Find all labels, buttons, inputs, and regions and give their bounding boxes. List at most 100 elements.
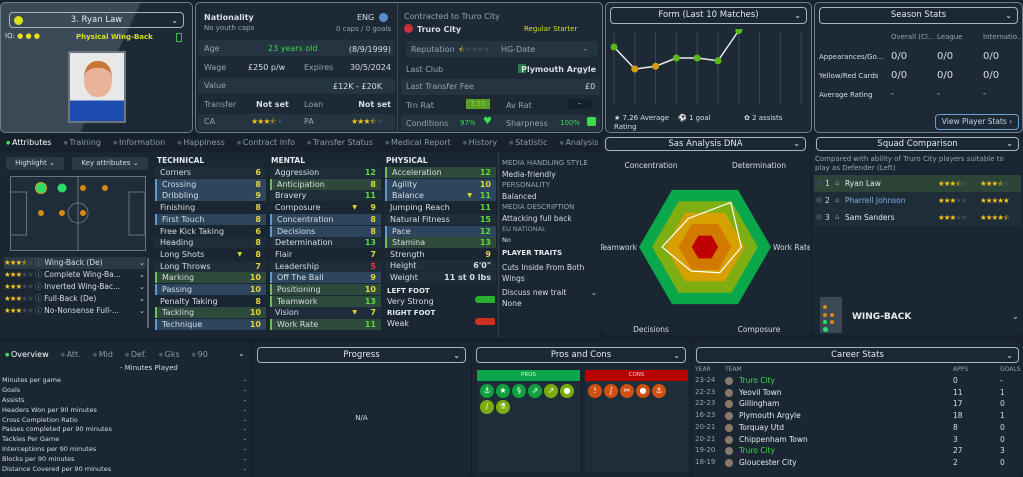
age: 23 years old — [268, 44, 318, 53]
attribute-row: Decisions 8 — [270, 225, 381, 237]
attribute-row: Teamwork 13 — [270, 295, 381, 307]
career-team-link[interactable]: Truro City — [739, 446, 775, 456]
tab-information[interactable]: Information — [113, 138, 165, 147]
progress-dropdown[interactable]: Progress ⌄ — [257, 347, 466, 363]
career-dropdown[interactable]: Career Stats ⌄ — [696, 347, 1019, 363]
overview-tab-gks[interactable]: Gks — [159, 350, 180, 359]
attribute-row: Long Shots ▼ 8 — [155, 249, 266, 260]
squad-player-name[interactable]: Pharrell Johnson — [845, 196, 906, 205]
dna-axis-label: Teamwork — [601, 243, 638, 252]
chevron-down-icon[interactable]: ⌄ — [138, 257, 145, 269]
player-selector[interactable]: 3. Ryan Law ⌄ — [9, 12, 184, 28]
attribute-name: Jumping Reach — [390, 203, 450, 213]
attribute-name: Decisions — [277, 226, 316, 236]
career-apps: 18 — [953, 411, 963, 421]
career-team-link[interactable]: Plymouth Argyle — [739, 411, 801, 421]
squad-dropdown[interactable]: Squad Comparison ⌄ — [816, 137, 1019, 151]
attribute-value: 10 — [364, 285, 376, 294]
squad-row[interactable]: 1 ⌂ Ryan Law ★★★⯪★ ★★★⯪★ — [814, 175, 1021, 192]
squad-player-name[interactable]: Ryan Law — [845, 179, 881, 188]
attribute-row: Balance ▼ 11 — [385, 190, 496, 202]
stat-value: - — [243, 405, 246, 414]
chevron-down-icon[interactable]: ⌄ — [138, 306, 145, 315]
squad-row[interactable]: 3 ⌂ Sam Sanders ★★★★★ ★★★★⯪ — [814, 209, 1021, 226]
overview-tab-att[interactable]: Att. — [61, 350, 81, 359]
squad-row[interactable]: 2 ⌂ Pharrell Johnson ★★★★★ ★★★★★ — [814, 192, 1021, 209]
tab-training[interactable]: Training — [63, 138, 101, 147]
overview-tab-overview[interactable]: Overview — [5, 350, 49, 359]
stat-row: Assists - — [2, 395, 248, 405]
attribute-row: Pace 12 — [385, 225, 496, 237]
attribute-row: Crossing 8 — [155, 178, 266, 190]
tab-medical-report[interactable]: Medical Report — [385, 138, 451, 147]
squad-player-name[interactable]: Sam Sanders — [845, 213, 895, 222]
attribute-name: Agility — [392, 179, 418, 189]
club-link[interactable]: Truro City — [417, 25, 462, 34]
last-fee: £0 — [585, 82, 596, 91]
dna-dropdown[interactable]: Sas Analysis DNA ⌄ — [605, 137, 806, 151]
career-year: 22-23 — [695, 399, 716, 408]
career-team-link[interactable]: Truro City — [739, 376, 775, 385]
role-row[interactable]: ★★★★★ ⓘ Full-Back (De) ⌄ — [4, 293, 146, 305]
value: £12K - £20K — [332, 82, 382, 91]
attribute-value: 11 — [364, 320, 376, 330]
chevron-down-icon[interactable]: ⌄ — [138, 282, 145, 291]
season-value: 0/0 — [937, 51, 954, 62]
overview-tab-def[interactable]: Def. — [125, 350, 147, 359]
radio-icon[interactable] — [816, 197, 822, 203]
career-team-link[interactable]: Yeovil Town — [739, 387, 782, 397]
chevron-down-icon: ⌄ — [793, 139, 800, 148]
tab-attributes[interactable]: Attributes — [6, 138, 52, 147]
wage: £250 p/w — [248, 63, 286, 72]
view-player-stats-button[interactable]: View Player Stats › — [935, 114, 1019, 130]
chevron-down-icon[interactable]: ⌄ — [238, 349, 245, 358]
career-team-link[interactable]: Gloucester City — [739, 457, 797, 467]
squad-ca-stars: ★★★⯪★ — [938, 179, 968, 188]
attribute-row: Positioning 10 — [270, 284, 381, 295]
overview-tab-90[interactable]: 90 — [192, 350, 208, 359]
position-chevron-icon[interactable]: ⌄ — [1012, 312, 1019, 321]
tab-happiness[interactable]: Happiness — [177, 138, 225, 147]
career-team-link[interactable]: Gillingham — [739, 399, 780, 409]
personality: Balanced — [502, 192, 537, 201]
key-attributes-dropdown[interactable]: Key attributes ⌄ — [72, 157, 148, 170]
season-stats-dropdown[interactable]: Season Stats ⌄ — [819, 7, 1018, 24]
season-value: 0/0 — [983, 70, 1000, 81]
pros-cons-dropdown[interactable]: Pros and Cons ⌄ — [476, 347, 686, 363]
role-row[interactable]: ★★★★★ ⓘ No-Nonsense Full-... ⌄ — [4, 305, 146, 317]
last-club-link[interactable]: Plymouth Argyle — [521, 65, 596, 74]
role-row[interactable]: ★★★⯪★ ⓘ Wing-Back (De) ⌄ — [4, 257, 146, 269]
attribute-name: Penalty Taking — [160, 296, 218, 306]
attribute-row: Technique 10 — [155, 319, 266, 331]
pro-icon: / — [480, 400, 494, 414]
stat-row: Tackles Per Game - — [2, 434, 248, 444]
chevron-down-icon: ⌄ — [453, 351, 460, 360]
highlight-dropdown[interactable]: Highlight ⌄ — [6, 157, 64, 170]
chevron-down-icon[interactable]: ⌄ — [138, 294, 145, 303]
con-icon: ! — [588, 384, 602, 398]
role-name: Complete Wing-Ba... — [44, 270, 121, 279]
squad-pa-stars: ★★★★★ — [980, 196, 1010, 205]
overview-tab-mid[interactable]: Mid — [93, 350, 113, 359]
career-team-link[interactable]: Torquay Utd — [739, 422, 784, 432]
discuss-new-trait-dropdown[interactable]: Discuss new trait ⌄ — [502, 287, 597, 298]
chevron-down-icon[interactable]: ⌄ — [138, 270, 145, 279]
thumbs-up-icon — [587, 117, 596, 126]
radio-icon[interactable] — [816, 180, 822, 186]
tab-statistic[interactable]: Statistic — [509, 138, 547, 147]
tab-analysis[interactable]: Analysis — [560, 138, 598, 147]
role-row[interactable]: ★★★★★ ⓘ Complete Wing-Ba... ⌄ — [4, 269, 146, 281]
stat-value: - — [243, 465, 246, 474]
form-dropdown[interactable]: Form (Last 10 Matches) ⌄ — [610, 7, 807, 24]
tab-history[interactable]: History — [463, 138, 497, 147]
tab-transfer-status[interactable]: Transfer Status — [307, 138, 373, 147]
career-team-link[interactable]: Chippenham Town — [739, 434, 808, 444]
roles-scrollbar[interactable] — [147, 258, 149, 328]
tab-contract-info[interactable]: Contract Info — [237, 138, 295, 147]
role-row[interactable]: ★★★★★ ⓘ Inverted Wing-Bac... ⌄ — [4, 281, 146, 293]
radio-icon[interactable] — [816, 214, 822, 220]
dna-panel: Sas Analysis DNA ⌄ Concentration Determina… — [601, 135, 810, 335]
height: 6'0" — [473, 261, 491, 270]
career-col-header: YEAR — [695, 366, 711, 373]
position-dot — [59, 210, 65, 216]
